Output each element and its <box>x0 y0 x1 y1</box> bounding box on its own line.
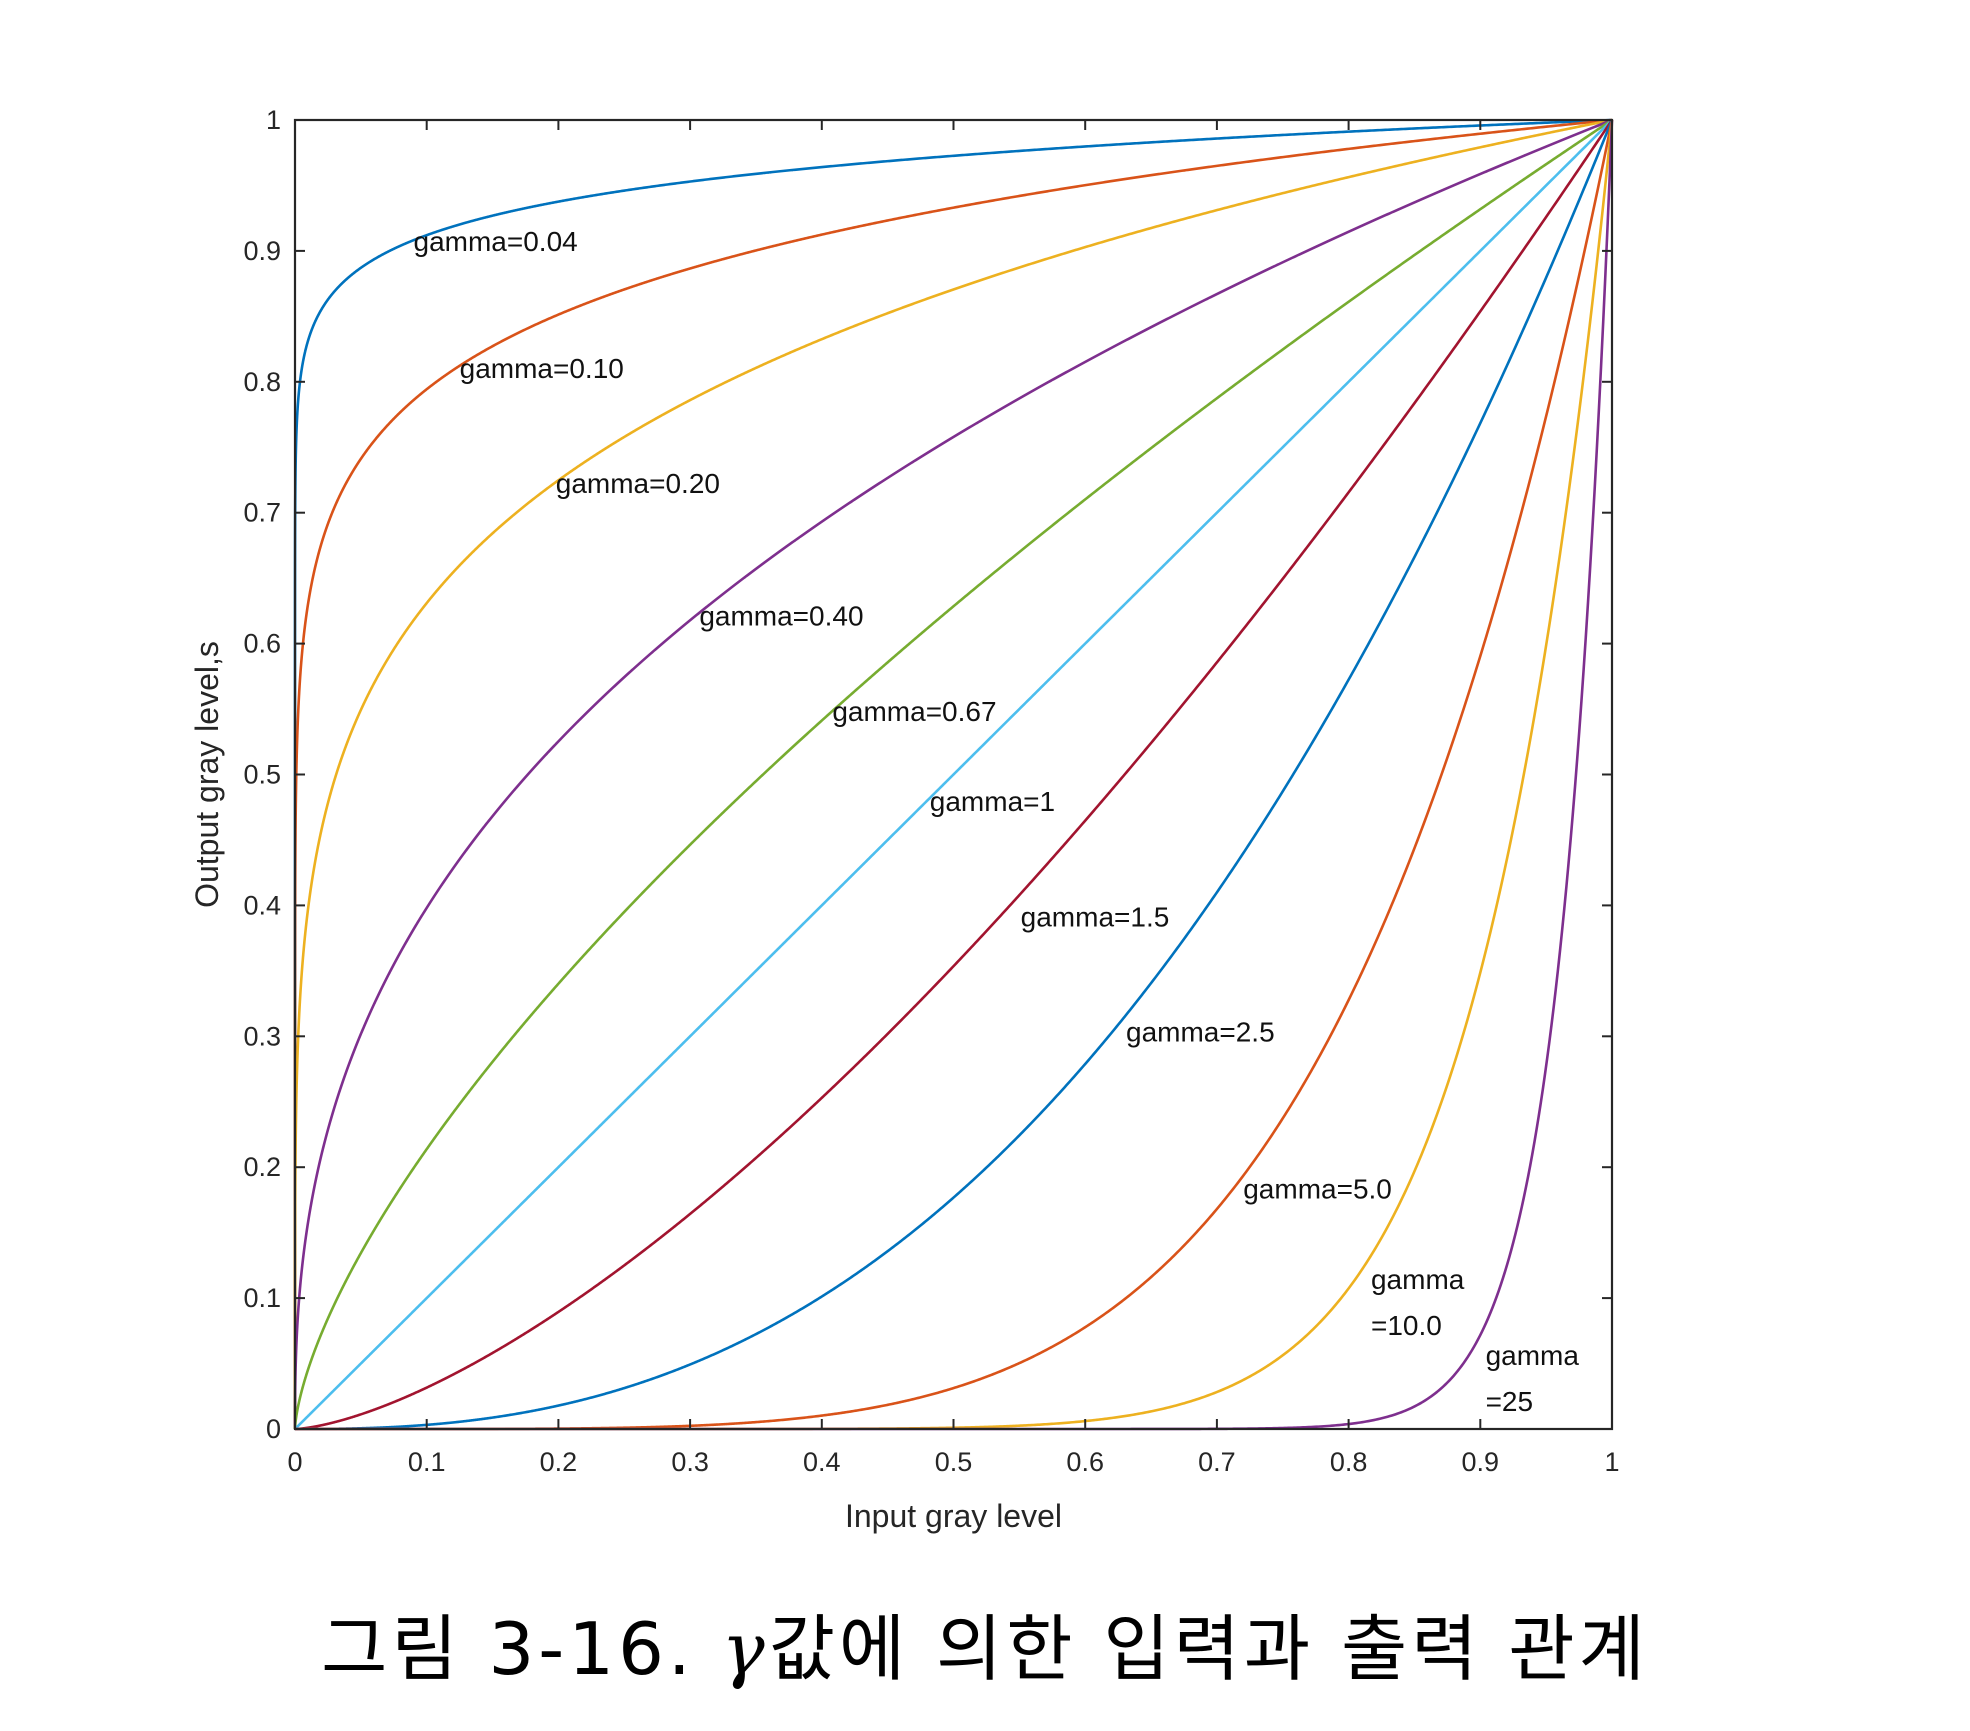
curve-gamma-0_2 <box>293 118 1613 1429</box>
curve-gamma-0_67 <box>293 118 1613 1431</box>
curve-label: gamma=0.04 <box>414 226 578 257</box>
curve-label-line: gamma=5.0 <box>1243 1174 1392 1205</box>
axes-layer: 0 0.1 0.2 0.3 0.4 0.5 0.6 0.7 0.8 0.9 1 0 0.1 0.2 0.3 0… <box>189 105 1620 1534</box>
x-tick-label: 0.9 <box>1462 1447 1500 1477</box>
curve-label-line: gamma=0.10 <box>460 353 624 384</box>
y-tick-label: 0.6 <box>243 629 281 659</box>
curve-label-line: gamma=0.04 <box>414 226 578 257</box>
curves-layer <box>293 118 1614 1431</box>
y-tick-label: 0.4 <box>243 890 281 920</box>
x-axis-label: Input gray level <box>845 1498 1062 1534</box>
curve-label: gamma=0.40 <box>699 600 863 631</box>
y-tick-label: 0.7 <box>243 498 281 528</box>
y-axis-label: Output gray level,s <box>189 641 225 908</box>
y-tick-label: 0 <box>266 1414 281 1444</box>
curve-label: gamma=1.5 <box>1021 901 1170 932</box>
x-tick-label: 0.4 <box>803 1447 841 1477</box>
curve-gamma-0_4 <box>293 118 1613 1430</box>
curve-label: gamma=0.10 <box>460 353 624 384</box>
figure-caption: 그림 3-16. γ값에 의한 입력과 출력 관계 <box>0 1590 1970 1695</box>
x-tick-label: 0.1 <box>408 1447 446 1477</box>
x-tick-label: 0.5 <box>935 1447 973 1477</box>
curve-gamma-1 <box>293 119 1613 1431</box>
x-tick-label: 0 <box>287 1447 302 1477</box>
y-tick-label: 0.3 <box>243 1021 281 1051</box>
y-tick-label: 0.8 <box>243 367 281 397</box>
curve-label: gamma=0.20 <box>556 468 720 499</box>
curve-label: gamma=5.0 <box>1243 1174 1392 1205</box>
x-tick-label: 0.6 <box>1066 1447 1104 1477</box>
curve-label-line: gamma=0.67 <box>832 696 996 727</box>
caption-prefix: 그림 3-16. <box>321 1607 722 1691</box>
caption-gamma-symbol: γ <box>721 1607 769 1691</box>
x-tick-label: 1 <box>1604 1447 1619 1477</box>
y-tick-label: 0.5 <box>243 760 281 790</box>
curve-label-line: =25 <box>1486 1386 1534 1417</box>
curve-label: gamma=2.5 <box>1126 1017 1275 1048</box>
curve-labels-layer: gamma=0.04 gamma=0.10 gamma=0.20 gamma=0.40… <box>414 226 1580 1417</box>
curve-label: gamma =25 <box>1486 1340 1580 1417</box>
curve-label-line: gamma=2.5 <box>1126 1017 1275 1048</box>
x-tick-label: 0.2 <box>540 1447 578 1477</box>
curve-label-line: =10.0 <box>1371 1310 1442 1341</box>
curve-label-line: gamma=1.5 <box>1021 901 1170 932</box>
x-tick-label: 0.7 <box>1198 1447 1236 1477</box>
y-tick-label: 0.2 <box>243 1152 281 1182</box>
y-tick-label: 1 <box>266 105 281 135</box>
curve-label: gamma =10.0 <box>1371 1264 1465 1341</box>
x-tick-label: 0.3 <box>671 1447 709 1477</box>
caption-suffix: 값에 의한 입력과 출력 관계 <box>768 1607 1649 1691</box>
curve-gamma-1_5 <box>293 119 1614 1431</box>
curve-label-line: gamma <box>1486 1340 1580 1371</box>
curve-gamma-0_04 <box>293 118 1613 1429</box>
curve-label-line: gamma=1 <box>930 786 1055 817</box>
curve-label-line: gamma <box>1371 1264 1465 1295</box>
y-tick-label: 0.9 <box>243 236 281 266</box>
curve-label-line: gamma=0.20 <box>556 468 720 499</box>
x-tick-label: 0.8 <box>1330 1447 1368 1477</box>
curve-label: gamma=0.67 <box>832 696 996 727</box>
curve-label-line: gamma=0.40 <box>699 600 863 631</box>
y-tick-label: 0.1 <box>243 1283 281 1313</box>
curve-label: gamma=1 <box>930 786 1055 817</box>
curve-gamma-0_1 <box>293 118 1613 1429</box>
